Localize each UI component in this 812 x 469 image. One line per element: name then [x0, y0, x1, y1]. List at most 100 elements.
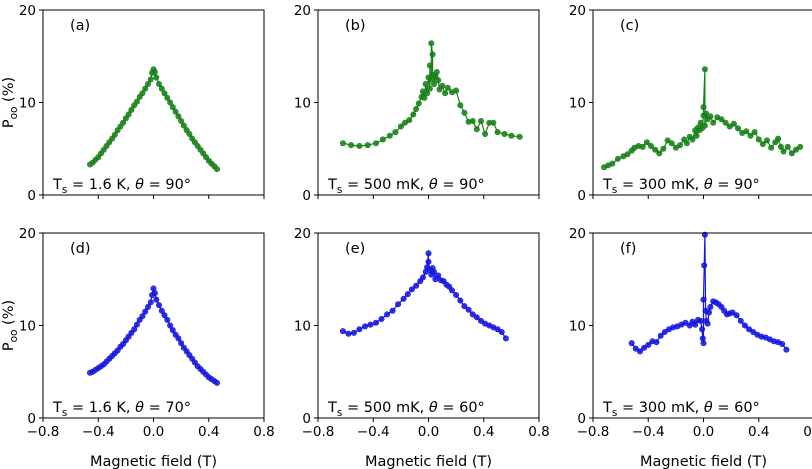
y-tick-label: 20	[569, 3, 586, 19]
data-point	[364, 142, 371, 149]
data-point	[469, 311, 476, 318]
data-point	[733, 312, 740, 319]
data-point	[167, 322, 174, 329]
cond-temperature: = 300 mK,	[617, 177, 704, 193]
data-point	[636, 348, 643, 355]
cond-angle: = 90°	[144, 177, 191, 193]
data-point	[214, 166, 221, 173]
data-point	[442, 90, 449, 97]
data-point	[429, 51, 436, 58]
data-point	[682, 319, 689, 326]
panel-e: −0.8 −0.4 0.0 0.4 0.8 0 10 20 (e) Ts = 500 mK, θ …	[294, 226, 550, 440]
data-point	[139, 90, 146, 97]
cond-angle: = 70°	[144, 400, 191, 416]
data-point	[763, 137, 770, 144]
data-point	[435, 77, 442, 84]
x-tick-label: −0.4	[82, 424, 115, 440]
y-tick-label: 0	[577, 188, 586, 204]
cond-subscript: s	[337, 407, 342, 419]
cond-symbol: T	[602, 177, 612, 193]
data-point	[419, 274, 426, 281]
y-tick-label: 20	[19, 226, 36, 242]
panel-label: (e)	[345, 241, 365, 257]
data-point	[746, 326, 753, 333]
data-point	[729, 309, 736, 316]
data-point	[693, 132, 700, 139]
cond-temperature: = 1.6 K,	[67, 177, 135, 193]
data-point	[672, 144, 679, 151]
data-point	[175, 335, 182, 342]
data-point	[386, 132, 393, 139]
data-point	[161, 90, 168, 97]
y-tick-label: 0	[302, 188, 311, 204]
cond-angle: = 90°	[438, 177, 485, 193]
cond-theta: θ	[135, 177, 144, 193]
condition-annotation: Ts = 1.6 K, θ = 90°	[52, 177, 191, 196]
data-point	[425, 258, 432, 265]
x-tick-label: 0.4	[473, 424, 494, 440]
data-point	[632, 345, 639, 352]
data-point	[172, 108, 179, 115]
data-point	[415, 100, 422, 107]
data-point	[664, 137, 671, 144]
cond-temperature: = 300 mK,	[617, 400, 704, 416]
data-point	[397, 123, 404, 130]
x-tick-label: −0.4	[632, 424, 665, 440]
data-point	[339, 140, 346, 147]
y-title-subscript: oo	[8, 107, 20, 120]
panel-f: −0.8 −0.4 0.0 0.4 0.8 0 10 20 (f) Ts = 300 mK, θ …	[569, 226, 812, 440]
data-point	[439, 82, 446, 89]
panel-label: (a)	[70, 18, 90, 34]
data-point	[133, 321, 140, 328]
data-point	[139, 313, 146, 320]
data-point	[395, 301, 402, 308]
panel-label: (c)	[620, 18, 639, 34]
data-point	[660, 145, 667, 152]
series-line	[342, 42, 520, 147]
data-point	[707, 113, 714, 120]
data-point	[656, 150, 663, 157]
data-point	[734, 125, 741, 132]
data-point	[609, 160, 616, 167]
x-axis-title: Magnetic field (T)	[90, 454, 217, 469]
data-point	[661, 328, 668, 335]
x-axis-title: Magnetic field (T)	[640, 454, 767, 469]
data-point	[430, 268, 437, 275]
data-point	[401, 119, 408, 126]
series-line	[89, 68, 218, 170]
data-point	[697, 119, 704, 126]
data-point	[473, 314, 480, 321]
axes-frame	[592, 9, 812, 196]
data-point	[356, 143, 363, 150]
data-point	[689, 136, 696, 143]
data-point	[372, 319, 379, 326]
condition-annotation: Ts = 500 mK, θ = 90°	[327, 177, 485, 196]
y-title-main: P	[1, 119, 17, 128]
data-point	[164, 94, 171, 101]
data-point	[457, 102, 464, 109]
data-point	[755, 136, 762, 143]
data-point	[378, 315, 385, 322]
data-point	[768, 144, 775, 151]
data-point	[516, 133, 523, 140]
y-tick-label: 10	[19, 96, 36, 112]
data-point	[350, 329, 357, 336]
data-point	[676, 142, 683, 149]
data-point	[737, 317, 744, 324]
data-point	[125, 111, 132, 118]
data-point	[178, 118, 185, 125]
cond-theta: θ	[704, 400, 713, 416]
data-point	[508, 132, 515, 139]
data-point	[643, 139, 650, 146]
data-point	[186, 131, 193, 138]
data-point	[453, 291, 460, 298]
data-point	[701, 122, 708, 129]
data-point	[156, 302, 163, 309]
data-point	[214, 379, 221, 386]
panel-d: −0.8 −0.4 0.0 0.4 0.8 0 10 20 (d) Ts = 1.6 K, θ =…	[19, 226, 275, 440]
data-point	[788, 150, 795, 157]
data-point	[750, 328, 757, 335]
data-point	[704, 320, 711, 327]
data-point	[461, 303, 468, 310]
